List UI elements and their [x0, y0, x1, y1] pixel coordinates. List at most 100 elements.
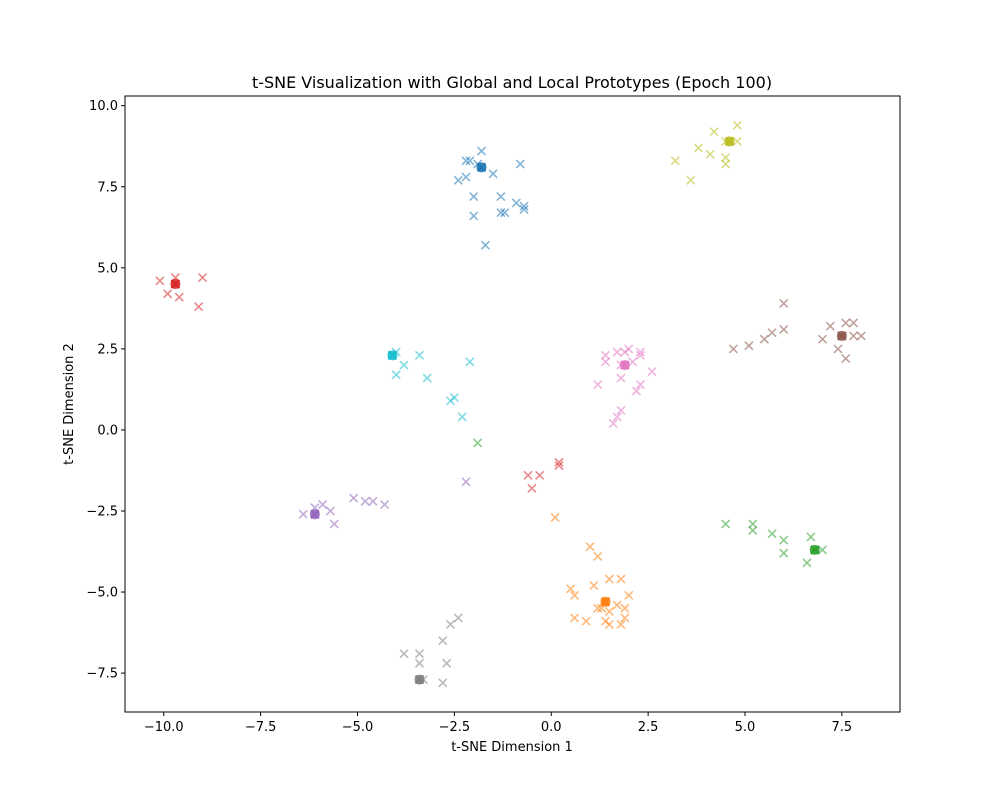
data-point-cluster-6	[635, 350, 645, 360]
data-point-cluster-1	[593, 603, 603, 613]
data-point-cluster-4	[360, 496, 370, 506]
data-point-cluster-3	[163, 289, 173, 299]
local-prototype-4	[310, 509, 320, 519]
data-point-cluster-5	[848, 331, 859, 341]
data-point-cluster-8	[732, 136, 742, 146]
data-point-cluster-7	[414, 658, 425, 668]
local-prototype-0	[476, 162, 487, 173]
data-point-cluster-0	[469, 211, 479, 221]
data-point-cluster-8	[693, 143, 704, 153]
data-point-cluster-4	[349, 493, 359, 503]
data-point-cluster-6	[608, 418, 618, 429]
data-point-cluster-3	[174, 292, 184, 302]
y-tick-label: 0.0	[97, 423, 118, 438]
y-tick-label: 2.5	[97, 342, 118, 357]
data-point-cluster-9	[422, 373, 432, 383]
data-point-cluster-0	[519, 204, 529, 215]
data-point-cluster-5	[817, 334, 828, 344]
data-point-cluster-3	[523, 470, 533, 480]
data-point-cluster-6	[647, 367, 657, 377]
local-prototype-6	[620, 360, 630, 370]
data-point-cluster-0	[465, 156, 475, 166]
data-point-cluster-2	[767, 529, 777, 539]
data-point-cluster-2	[748, 519, 758, 529]
data-point-cluster-2	[779, 548, 789, 558]
data-point-cluster-1	[566, 584, 576, 594]
data-point-cluster-4	[329, 519, 339, 529]
y-tick-label: 7.5	[97, 180, 118, 195]
data-point-cluster-5	[779, 324, 789, 334]
data-point-cluster-2	[721, 519, 731, 529]
data-point-cluster-6	[616, 373, 626, 383]
data-point-cluster-6	[631, 386, 642, 396]
data-point-cluster-5	[833, 344, 843, 354]
data-point-cluster-0	[461, 156, 471, 166]
data-point-cluster-1	[550, 512, 560, 523]
data-point-cluster-8	[732, 120, 742, 130]
data-point-cluster-1	[616, 619, 626, 630]
data-point-cluster-0	[515, 159, 525, 169]
data-point-cluster-0	[488, 169, 498, 179]
x-tick-label: −2.5	[439, 720, 471, 735]
x-tick-label: −7.5	[245, 720, 277, 735]
data-point-cluster-3	[527, 483, 537, 493]
data-point-cluster-1	[585, 542, 595, 552]
x-tick-label: 0.0	[541, 720, 562, 735]
data-point-cluster-6	[593, 379, 603, 390]
data-point-cluster-7	[399, 649, 409, 659]
data-point-cluster-8	[709, 127, 719, 137]
x-tick-label: 5.0	[735, 720, 756, 735]
data-point-cluster-4	[325, 506, 335, 516]
y-tick-label: 10.0	[89, 99, 118, 114]
data-point-cluster-0	[461, 172, 471, 182]
data-point-cluster-1	[593, 551, 603, 561]
data-point-cluster-0	[469, 191, 479, 202]
y-axis: −7.5 −5.0 −2.5 0.0 2.5 5.0 7.5 10.0	[86, 99, 125, 682]
data-point-cluster-3	[554, 461, 564, 471]
data-point-cluster-8	[721, 159, 731, 169]
data-point-cluster-9	[399, 360, 409, 370]
data-point-cluster-7	[438, 636, 448, 646]
local-prototype-5	[837, 331, 847, 341]
data-point-cluster-3	[535, 470, 545, 480]
data-point-cluster-8	[705, 149, 715, 159]
x-tick-label: −5.0	[342, 720, 374, 735]
data-point-cluster-5	[841, 354, 851, 364]
data-point-cluster-0	[519, 201, 529, 211]
data-point-cluster-0	[511, 198, 521, 208]
data-point-cluster-1	[612, 600, 622, 610]
data-point-cluster-7	[445, 619, 456, 630]
data-point-cluster-5	[767, 328, 777, 338]
prototype-markers	[170, 136, 847, 685]
data-point-cluster-4	[318, 499, 328, 510]
data-point-cluster-9	[445, 396, 456, 406]
y-tick-label: −2.5	[86, 504, 118, 519]
data-point-cluster-3	[155, 276, 165, 286]
data-point-cluster-1	[620, 603, 630, 613]
local-prototype-1	[600, 597, 611, 607]
data-point-cluster-1	[581, 616, 591, 626]
x-tick-label: 7.5	[832, 720, 853, 735]
data-point-cluster-8	[686, 175, 696, 185]
y-tick-label: 5.0	[97, 261, 118, 276]
data-point-cluster-6	[612, 412, 622, 422]
data-point-cluster-2	[806, 532, 816, 542]
y-axis-label: t-SNE Dimension 2	[62, 343, 77, 465]
data-point-cluster-7	[453, 613, 463, 623]
data-point-cluster-6	[624, 344, 634, 354]
data-point-cluster-3	[554, 457, 564, 467]
data-point-cluster-5	[841, 318, 851, 328]
x-axis-label: t-SNE Dimension 1	[451, 740, 573, 755]
data-point-cluster-7	[438, 678, 448, 688]
data-point-cluster-4	[298, 509, 308, 519]
data-point-cluster-1	[620, 613, 630, 623]
data-point-cluster-4	[380, 499, 390, 510]
data-point-cluster-1	[624, 590, 634, 600]
data-point-cluster-0	[500, 208, 510, 218]
y-tick-label: −5.0	[86, 586, 118, 601]
data-point-cluster-1	[569, 590, 580, 600]
data-point-cluster-2	[779, 535, 789, 545]
data-point-cluster-7	[442, 658, 452, 668]
local-prototype-3	[170, 279, 181, 289]
data-point-cluster-9	[457, 412, 467, 422]
